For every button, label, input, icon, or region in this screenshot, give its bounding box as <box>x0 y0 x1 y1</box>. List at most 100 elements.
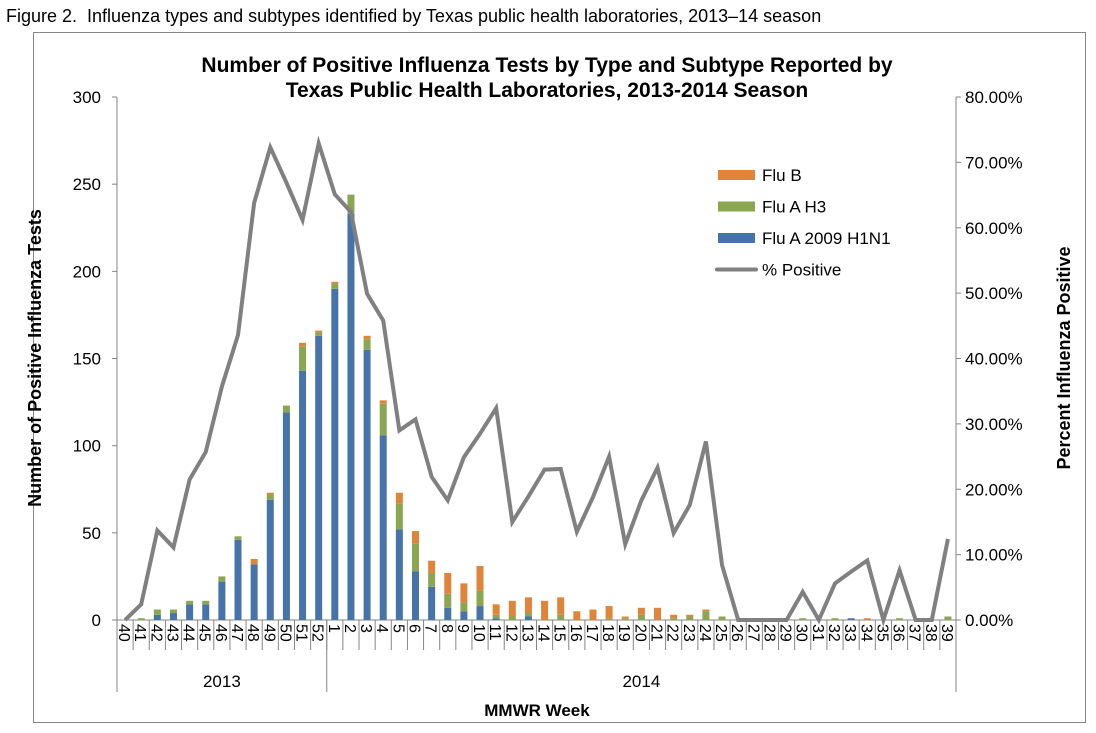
bar-flu-a-h3 <box>718 616 726 620</box>
bar-flu-a-h3 <box>153 609 161 615</box>
x-tick-label: 38 <box>922 624 939 642</box>
bar-flu-a-h3 <box>621 618 629 620</box>
x-tick-label: 19 <box>615 624 632 642</box>
bar-flu-b <box>395 492 403 504</box>
bar-flu-a-h3 <box>331 283 339 289</box>
bar-flu-a-h3 <box>944 616 952 620</box>
y-axis-title: Number of Positive Influenza Tests <box>25 209 45 507</box>
bar-flu-a-h3 <box>347 194 355 214</box>
x-tick-label: 20 <box>631 624 648 642</box>
bar-flu-b <box>605 606 613 619</box>
x-tick-label: 24 <box>696 624 713 642</box>
bar-flu-b <box>654 607 662 620</box>
chart-frame <box>33 32 1086 723</box>
bar-flu-a-h3 <box>444 593 452 608</box>
x-tick-label: 43 <box>163 624 180 642</box>
bar-flu-a-h3 <box>186 600 194 605</box>
bar-flu-b <box>863 618 871 620</box>
bar-flu-a-h3 <box>202 600 210 605</box>
x-tick-label: 40 <box>115 624 132 642</box>
bar-flu-a-h3 <box>831 618 839 620</box>
y-tick-label: 250 <box>73 175 101 194</box>
x-tick-label: 49 <box>260 624 277 642</box>
bar-flu-b <box>524 597 532 614</box>
bar-flu-b <box>476 565 484 591</box>
x-tick-label: 10 <box>470 624 487 642</box>
chart-title-line-2: Texas Public Health Laboratories, 2013-2… <box>286 79 809 102</box>
x-tick-label: 32 <box>825 624 842 642</box>
legend-swatch <box>718 201 755 212</box>
bar-flu-b <box>428 560 436 573</box>
bar-flu-a-2009-h1n1 <box>299 370 307 620</box>
bar-flu-a-h3 <box>896 618 904 620</box>
bar-flu-b <box>363 335 371 340</box>
bar-flu-b <box>686 614 694 617</box>
bar-flu-a-2009-h1n1 <box>153 614 161 620</box>
bar-flu-a-h3 <box>411 543 419 572</box>
x-axis-title: MMWR Week <box>484 701 590 720</box>
x-tick-label: 30 <box>793 624 810 642</box>
x-tick-label: 26 <box>728 624 745 642</box>
bar-flu-a-h3 <box>460 602 468 612</box>
legend: Flu B Flu A H3 Flu A 2009 H1N1 % Positive <box>715 166 891 280</box>
y-tick-label: 50 <box>82 524 101 543</box>
bar-flu-a-2009-h1n1 <box>266 499 274 620</box>
bar-flu-b <box>315 330 323 333</box>
legend-label: Flu A 2009 H1N1 <box>762 229 891 248</box>
bar-flu-a-h3 <box>670 618 678 620</box>
x-tick-label: 41 <box>131 624 148 642</box>
x-tick-label: 48 <box>244 624 261 642</box>
legend-label: Flu A H3 <box>762 198 826 217</box>
x-tick-label: 18 <box>599 624 616 642</box>
x-tick-label: 5 <box>389 624 406 633</box>
y2-tick-label: 10.00% <box>965 546 1023 565</box>
x-tick-label: 15 <box>551 624 568 642</box>
year-group-label: 2014 <box>622 672 660 691</box>
bar-flu-b <box>541 600 549 620</box>
x-tick-label: 25 <box>712 624 729 642</box>
bar-flu-a-h3 <box>395 503 403 530</box>
x-tick-label: 17 <box>583 624 600 642</box>
bar-flu-b <box>460 583 468 603</box>
x-tick-label: 36 <box>890 624 907 642</box>
bar-flu-a-h3 <box>799 618 807 620</box>
x-tick-label: 29 <box>777 624 794 642</box>
bar-flu-b <box>508 600 516 617</box>
bar-flu-b <box>557 597 565 615</box>
bar-flu-b <box>492 604 500 615</box>
x-tick-label: 13 <box>518 624 535 642</box>
bar-flu-a-2009-h1n1 <box>460 611 468 620</box>
y2-tick-label: 80.00% <box>965 88 1023 107</box>
bar-flu-a-2009-h1n1 <box>234 539 242 620</box>
bar-flu-a-2009-h1n1 <box>492 618 500 620</box>
bar-flu-a-2009-h1n1 <box>847 618 855 620</box>
figure-caption: Figure 2. Influenza types and subtypes i… <box>6 6 822 26</box>
bar-flu-a-h3 <box>605 618 613 620</box>
x-tick-label: 16 <box>567 624 584 642</box>
y2-tick-label: 0.00% <box>965 611 1013 630</box>
x-tick-label: 39 <box>938 624 955 642</box>
legend-swatch <box>718 170 755 180</box>
legend-label: Flu B <box>762 166 802 185</box>
x-tick-label: 47 <box>228 624 245 642</box>
bar-flu-a-h3 <box>492 614 500 619</box>
x-tick-label: 11 <box>486 624 503 641</box>
bar-flu-b <box>670 614 678 619</box>
bar-flu-a-h3 <box>379 403 387 436</box>
x-tick-label: 42 <box>147 624 164 642</box>
y2-tick-label: 60.00% <box>965 219 1023 238</box>
x-tick-label: 35 <box>873 624 890 642</box>
legend-swatch <box>718 233 755 243</box>
bar-flu-a-h3 <box>299 346 307 371</box>
bar-flu-b <box>331 281 339 284</box>
bar-flu-a-h3 <box>508 616 516 620</box>
bar-flu-a-2009-h1n1 <box>315 335 323 620</box>
bar-flu-a-h3 <box>266 494 274 500</box>
y2-tick-label: 20.00% <box>965 480 1023 499</box>
x-tick-label: 3 <box>357 624 374 633</box>
x-tick-label: 51 <box>293 624 310 642</box>
bar-flu-b <box>299 342 307 347</box>
y-tick-label: 200 <box>73 262 101 281</box>
bar-flu-a-2009-h1n1 <box>476 606 484 620</box>
